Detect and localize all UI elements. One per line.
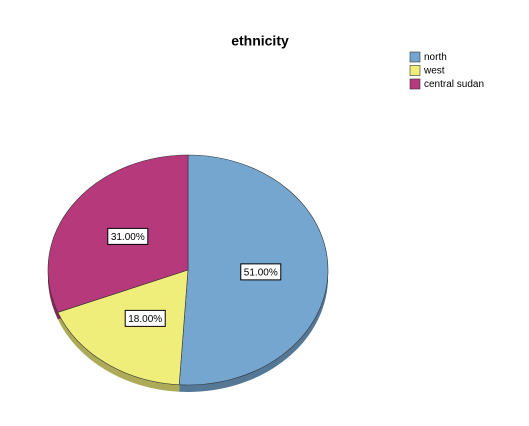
legend-swatch <box>409 78 421 90</box>
value-label-box <box>240 263 282 281</box>
legend-label: north <box>424 52 447 63</box>
legend-label: central sudan <box>424 79 484 90</box>
legend-swatch <box>409 51 421 63</box>
value-label: 18.00% <box>128 314 162 325</box>
value-labels: 51.00% 18.00% 31.00% <box>107 227 282 327</box>
slice <box>57 269 189 386</box>
value-label-box <box>124 309 166 327</box>
value-label-box <box>107 227 149 245</box>
chart-title: ethnicity <box>231 33 289 49</box>
legend-swatch <box>409 65 421 76</box>
value-label: 31.00% <box>111 232 145 243</box>
pie <box>47 154 329 386</box>
legend: north west central sudan <box>409 51 484 90</box>
value-label: 51.00% <box>244 268 278 279</box>
legend-label: west <box>423 66 445 77</box>
